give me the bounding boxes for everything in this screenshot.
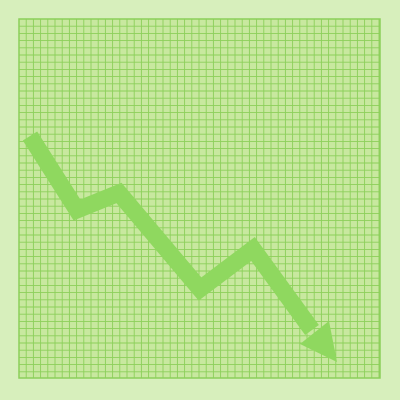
trend-line bbox=[22, 131, 319, 336]
grid-border bbox=[18, 18, 381, 379]
arrowhead bbox=[300, 321, 337, 362]
downward-trend-arrow-icon bbox=[22, 131, 337, 362]
